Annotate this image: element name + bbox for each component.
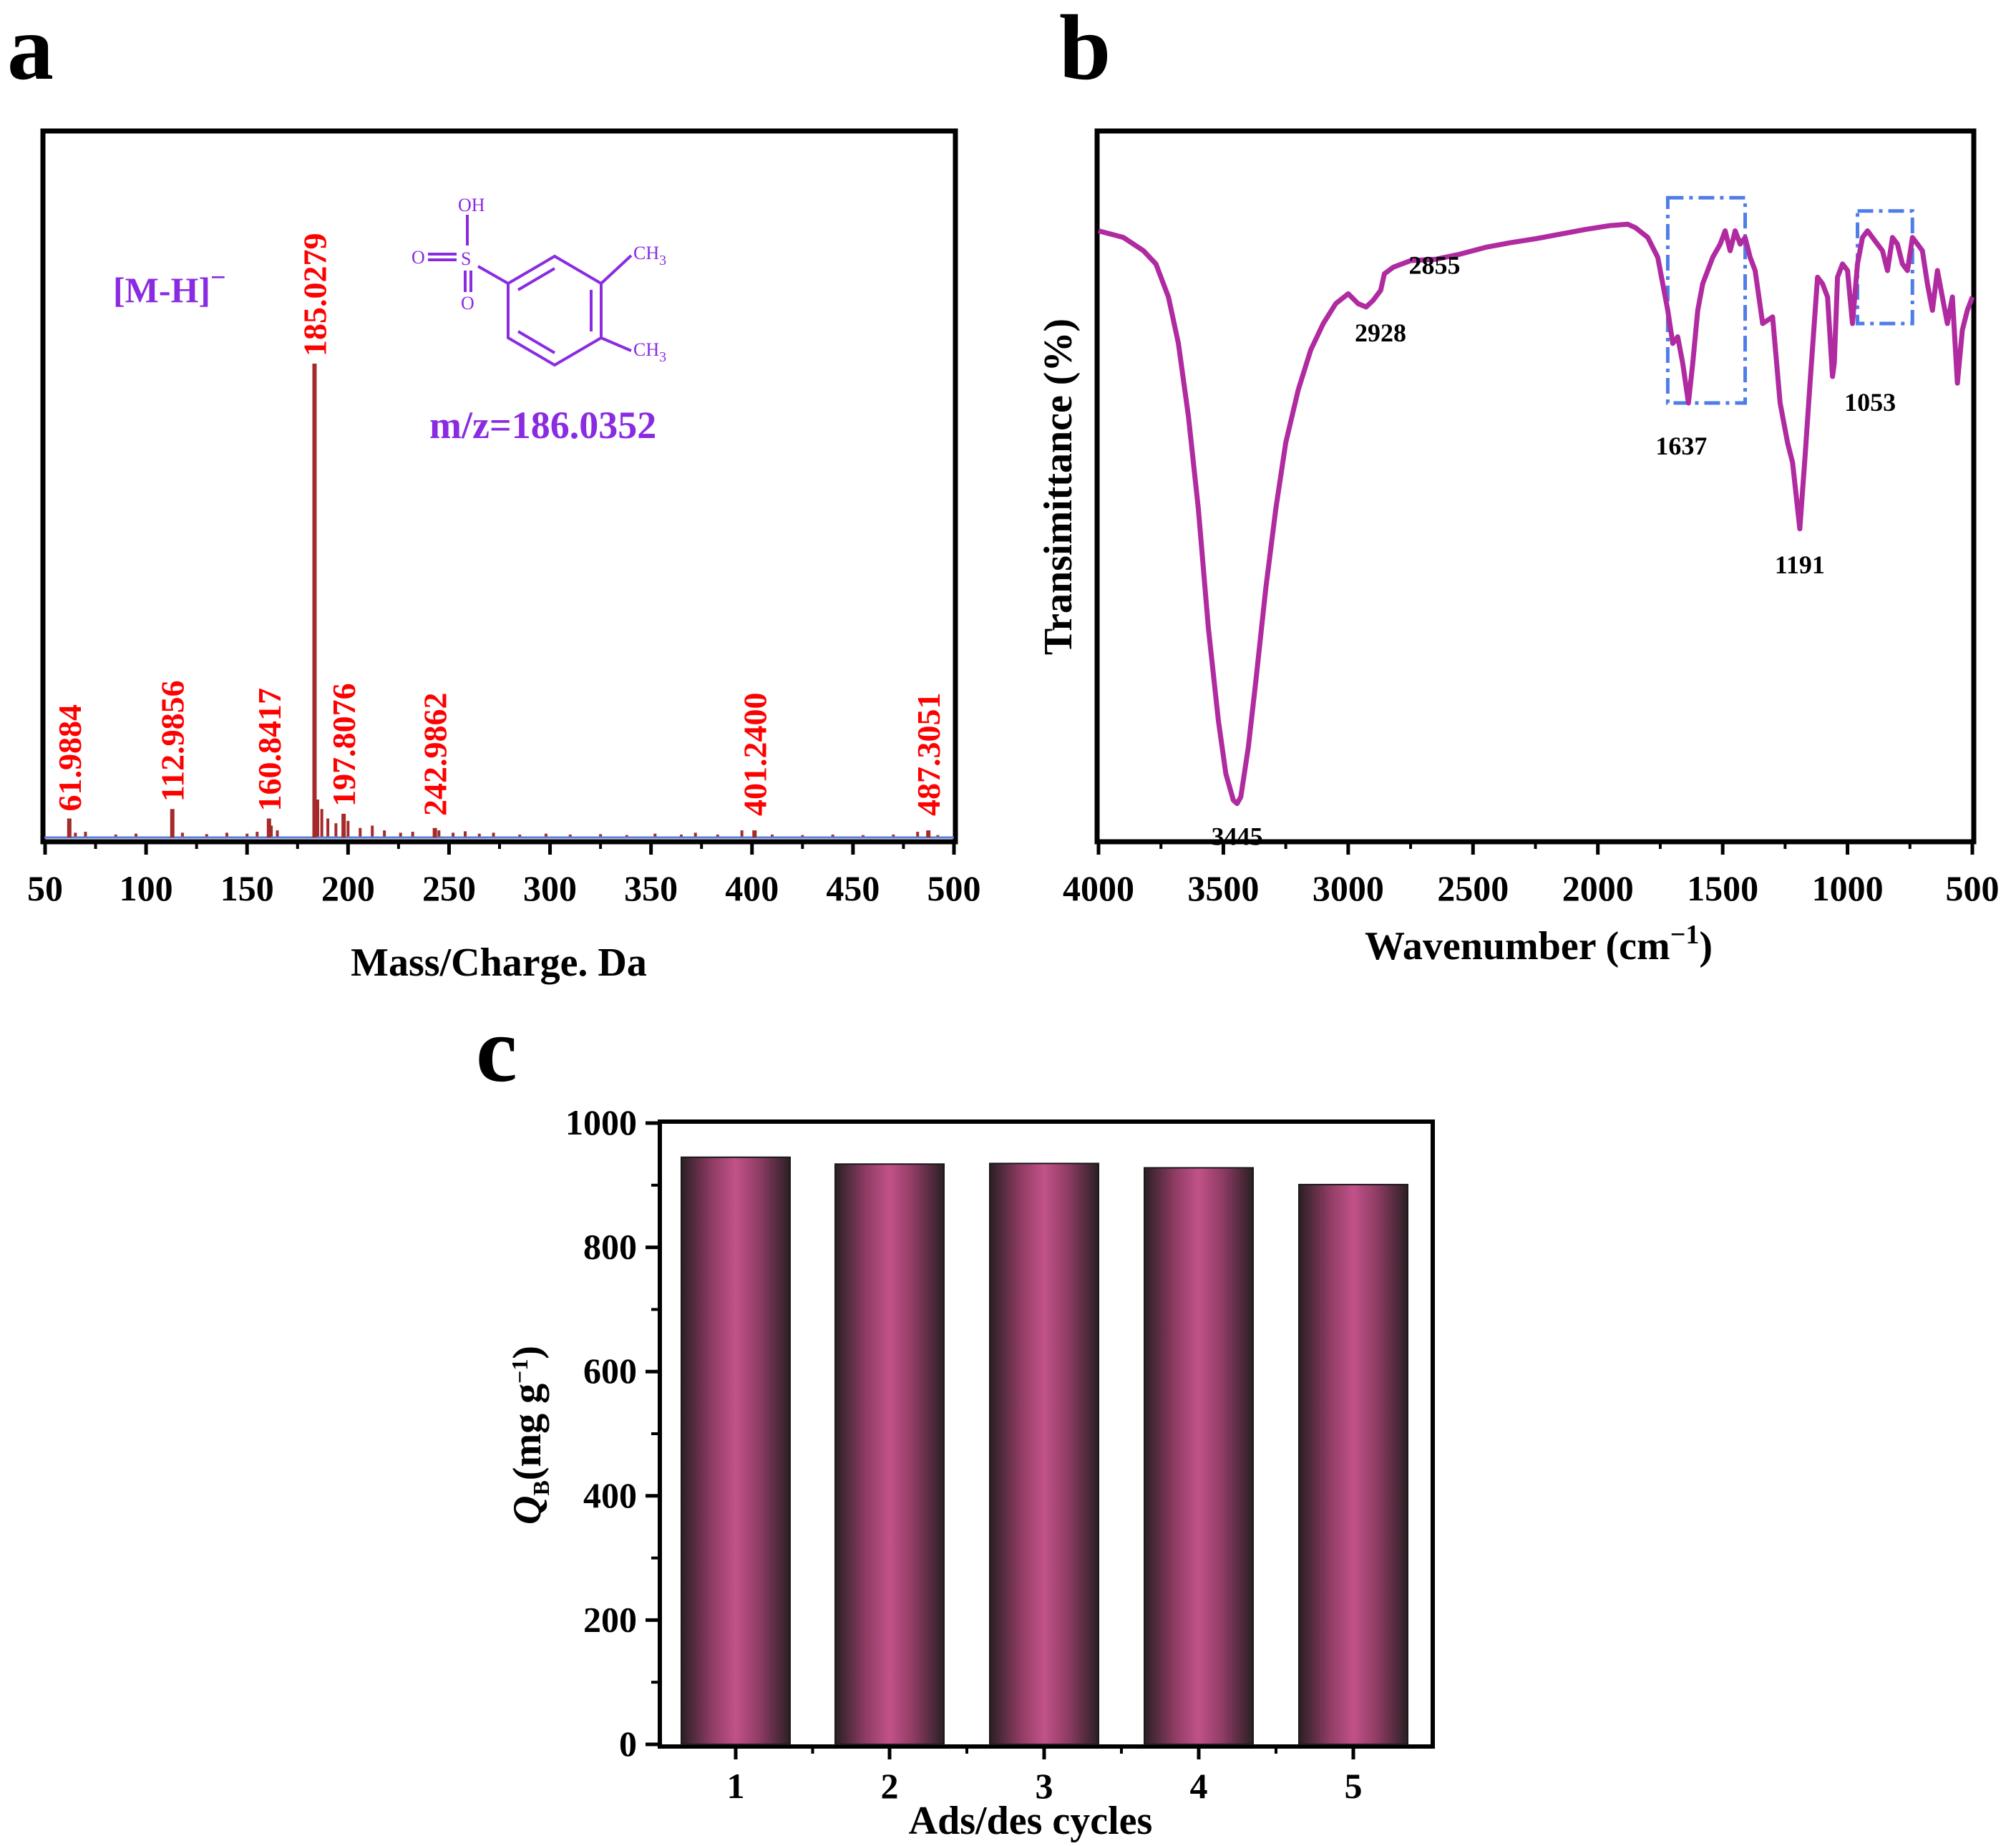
cycle-y-tick-label: 400: [583, 1475, 637, 1515]
cycle-y-tick-label: 800: [583, 1227, 637, 1267]
ir-x-tick-label: 4000: [1063, 868, 1134, 908]
ir-x-tick-label: 2500: [1437, 868, 1509, 908]
ir-peak-label: 1191: [1775, 550, 1825, 579]
ms-x-tick-label: 200: [321, 868, 375, 908]
ms-peak-label: 242.9862: [417, 693, 454, 817]
cycle-y-ticks: 0 200 400 600 800 1000: [565, 1102, 660, 1764]
ir-x-ticks: 4000 3500 3000 2500 2000 1500 1000 500: [1063, 842, 2000, 908]
ms-peak-label: 401.2400: [736, 693, 773, 817]
chemical-structure: [428, 215, 633, 367]
cycle-bar: [1144, 1167, 1254, 1745]
panel-c-letter: c: [476, 999, 517, 1102]
ir-peak-label: 2855: [1408, 251, 1460, 280]
ir-highlight-box: [1665, 195, 1748, 405]
ms-peak-label: 185.0279: [296, 233, 333, 357]
cycle-y-tick-label: 200: [583, 1599, 637, 1639]
cycle-x-tick-label: 5: [1345, 1766, 1363, 1806]
mz-value: m/z=186.0352: [429, 404, 656, 447]
ms-peak-label: 197.8076: [326, 683, 362, 807]
ring-s-bond: [477, 265, 509, 285]
cycle-bar: [834, 1163, 945, 1745]
ms-x-tick-label: 400: [725, 868, 779, 908]
panel-b-letter: b: [1059, 0, 1111, 99]
cycle-x-ticks: 1 2 3 4 5: [727, 1747, 1363, 1806]
ms-peak-label: 160.8417: [251, 688, 288, 812]
ir-x-tick-label: 500: [1946, 868, 2000, 908]
ir-x-tick-label: 1500: [1687, 868, 1758, 908]
cycle-bar: [1298, 1183, 1408, 1745]
ms-x-tick-label: 100: [120, 868, 173, 908]
ir-x-tick-label: 3500: [1187, 868, 1259, 908]
ms-peak-label: 61.9884: [52, 704, 88, 812]
oxygen-label-left: O: [412, 247, 425, 268]
methyl-label-top: CH3: [633, 243, 666, 268]
ir-peak-label: 1637: [1655, 432, 1707, 460]
cycle-x-tick-label: 3: [1036, 1766, 1053, 1806]
cycle-x-tick-label: 2: [881, 1766, 899, 1806]
cycle-x-axis-title: Ads/des cycles: [909, 1799, 1153, 1843]
ms-x-tick-label: 300: [523, 868, 577, 908]
cycle-bars: [681, 1156, 1408, 1746]
ms-minor-peaks: [74, 800, 940, 837]
cycle-bar: [989, 1162, 1099, 1746]
cycle-y-tick-label: 0: [619, 1724, 637, 1764]
sulfur-label: S: [461, 248, 471, 269]
cycle-x-tick-label: 1: [727, 1766, 745, 1806]
ir-peak-label: 3445: [1212, 822, 1263, 851]
ir-spectrum-line: [1098, 221, 1975, 807]
ms-x-tick-label: 500: [927, 868, 981, 908]
ir-peak-label: 2928: [1355, 319, 1406, 347]
ir-peak-labels: 3445 2928 2855 1637 1191 1053: [1212, 251, 1896, 851]
ir-y-axis-title: Transimittance (%): [1036, 319, 1081, 655]
hydroxyl-label: OH: [458, 195, 485, 215]
ir-x-tick-label: 1000: [1812, 868, 1884, 908]
ms-peak-label: 112.9856: [155, 680, 191, 802]
ir-highlight-boxes: [1665, 195, 1914, 405]
ms-x-tick-label: 250: [422, 868, 476, 908]
ms-peak-label: 487.3051: [910, 693, 947, 817]
ir-x-axis-title: Wavenumber (cm−1): [1365, 920, 1713, 968]
cycle-bar: [681, 1156, 791, 1745]
ms-x-tick-label: 50: [27, 868, 63, 908]
methyl-label-bottom: CH3: [633, 339, 666, 365]
ion-label: [M-H]−: [113, 263, 226, 310]
oxygen-label-bottom: O: [461, 293, 474, 314]
ms-x-ticks: 50 100 150 200 250 300 350 400 450 500: [27, 842, 981, 908]
ir-x-tick-label: 2000: [1562, 868, 1634, 908]
ir-x-tick-label: 3000: [1313, 868, 1384, 908]
panel-a-letter: a: [7, 0, 54, 99]
cycle-y-tick-label: 600: [583, 1351, 637, 1391]
benzene-ring: [507, 254, 603, 367]
cycle-x-tick-label: 4: [1190, 1766, 1208, 1806]
ir-peak-label: 1053: [1844, 388, 1896, 417]
ms-x-tick-label: 450: [826, 868, 880, 908]
ms-peaks: 61.9884 112.9856 160.8417 185.0279 197.8076 2…: [52, 233, 947, 837]
ms-x-tick-label: 350: [624, 868, 678, 908]
ms-x-axis-title: Mass/Charge. Da: [351, 941, 647, 985]
cycle-y-axis-title: QB(mg g−1): [505, 1346, 554, 1525]
cycle-y-tick-label: 1000: [565, 1102, 637, 1142]
ms-x-tick-label: 150: [220, 868, 274, 908]
